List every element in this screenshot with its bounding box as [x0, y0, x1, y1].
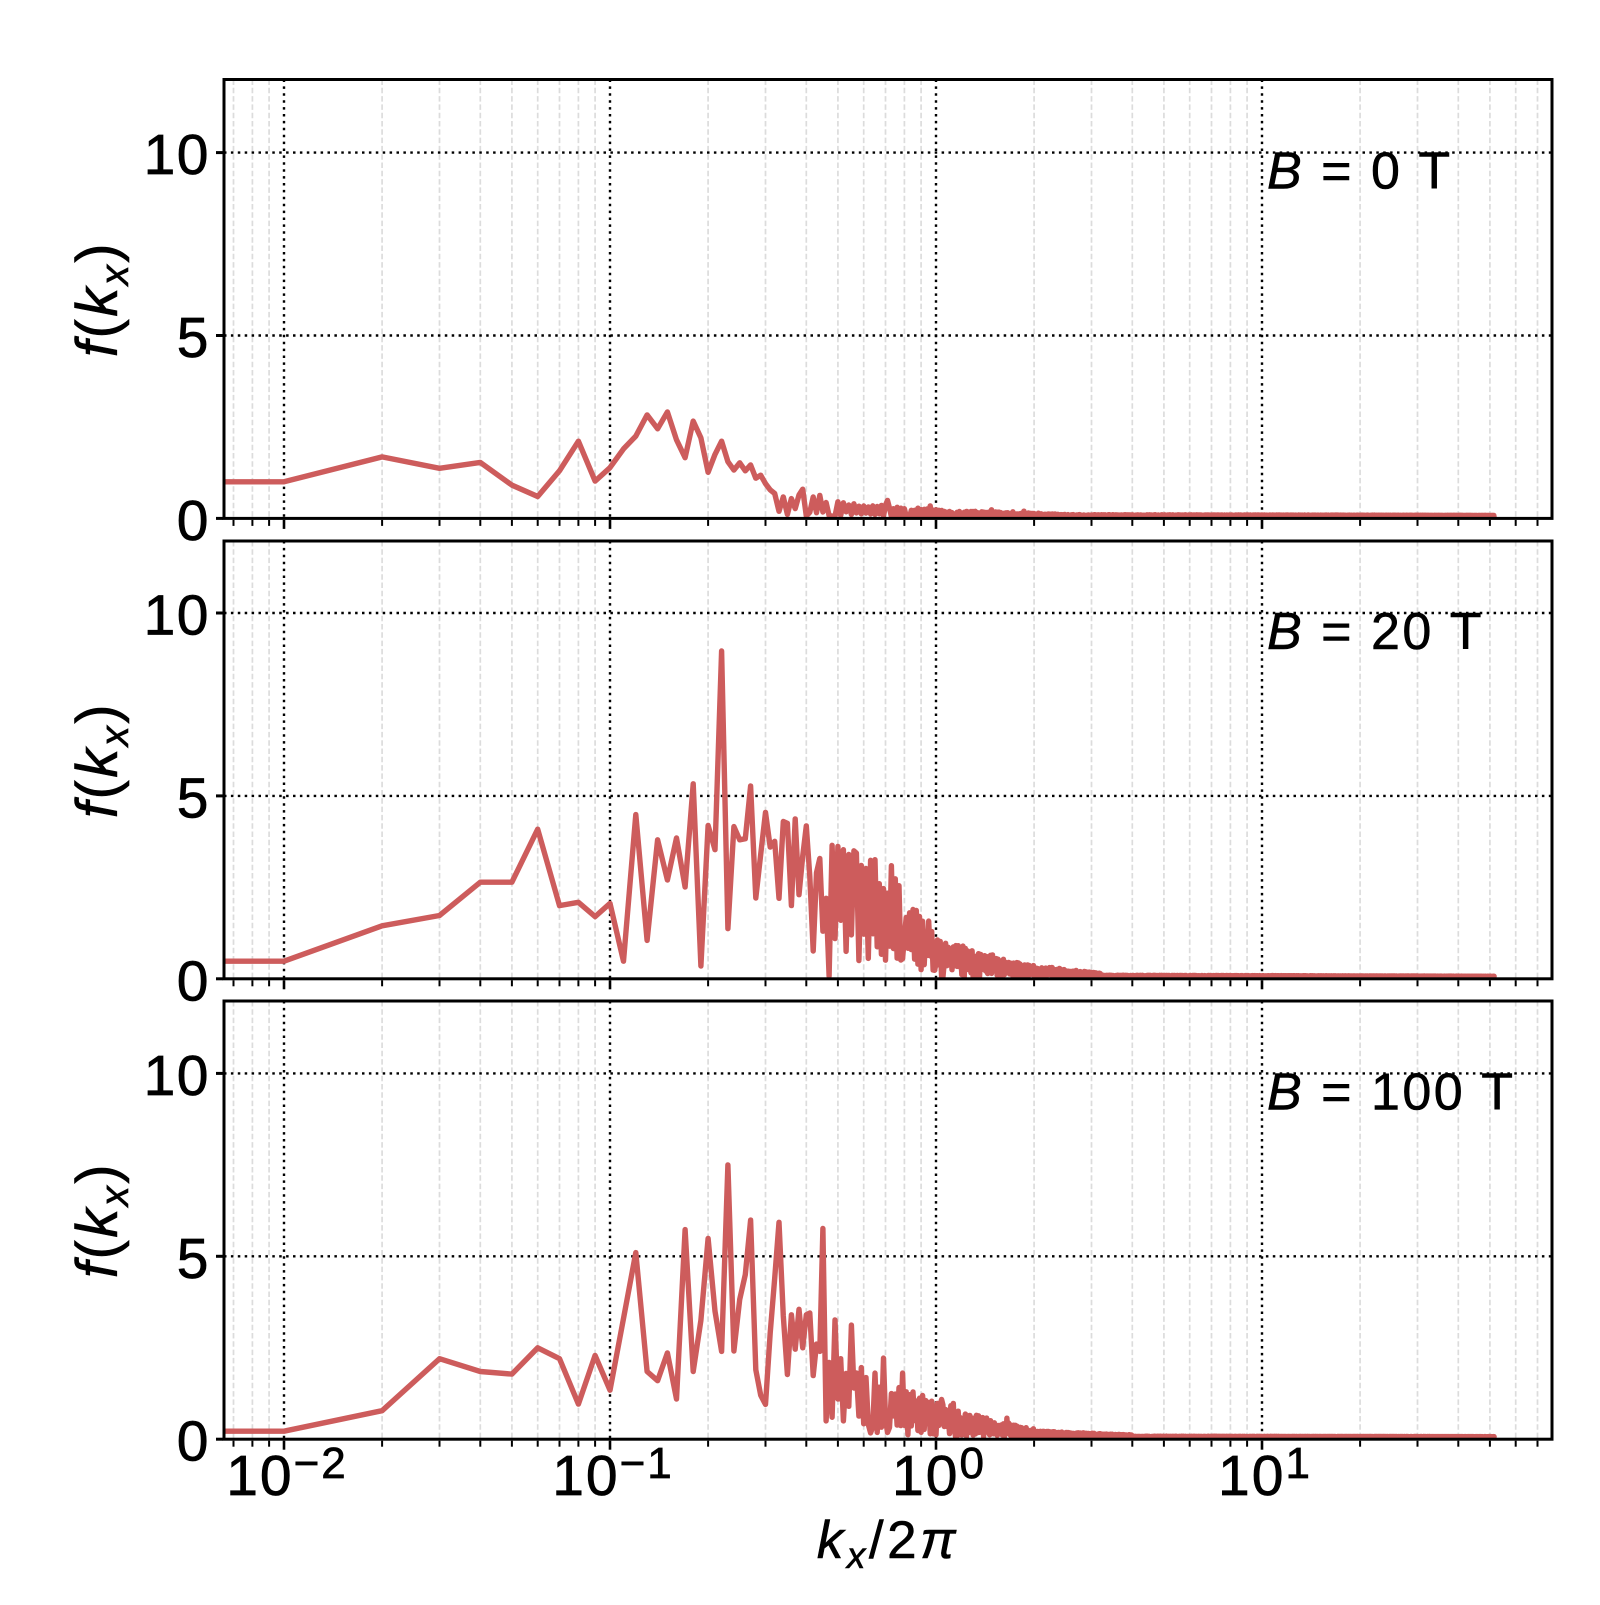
svg-text:0: 0	[177, 489, 210, 553]
svg-text:10: 10	[144, 123, 210, 187]
svg-text:10: 10	[144, 1044, 210, 1108]
svg-text:B = 0 T: B = 0 T	[1267, 143, 1453, 201]
svg-text:0: 0	[177, 949, 210, 1013]
svg-text:B = 20 T: B = 20 T	[1267, 603, 1484, 661]
svg-text:kx/2π: kx/2π	[817, 1511, 959, 1576]
svg-text:5: 5	[177, 306, 210, 370]
svg-text:f(kx): f(kx)	[65, 241, 137, 357]
svg-text:5: 5	[177, 766, 210, 830]
svg-text:10: 10	[144, 584, 210, 648]
svg-text:f(kx): f(kx)	[65, 702, 137, 818]
svg-text:5: 5	[177, 1227, 210, 1291]
svg-text:B = 100 T: B = 100 T	[1267, 1063, 1515, 1121]
svg-text:10−1: 10−1	[552, 1439, 674, 1508]
svg-text:f(kx): f(kx)	[65, 1162, 137, 1278]
svg-text:0: 0	[177, 1410, 210, 1474]
